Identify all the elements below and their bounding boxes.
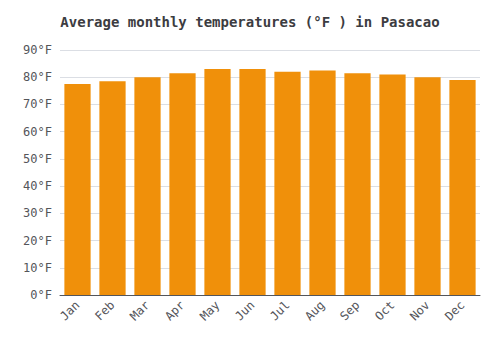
svg-text:Apr: Apr: [162, 298, 187, 323]
svg-text:70°F: 70°F: [23, 97, 52, 111]
svg-text:Feb: Feb: [92, 298, 117, 323]
svg-text:Oct: Oct: [372, 298, 397, 323]
svg-text:Average monthly temperatures (: Average monthly temperatures (°F ) in Pa…: [60, 14, 439, 30]
svg-text:80°F: 80°F: [23, 70, 52, 84]
svg-text:Dec: Dec: [442, 298, 467, 323]
svg-text:Jan: Jan: [57, 298, 82, 323]
svg-text:20°F: 20°F: [23, 234, 52, 248]
svg-text:60°F: 60°F: [23, 125, 52, 139]
svg-text:May: May: [197, 298, 222, 323]
svg-text:0°F: 0°F: [30, 288, 52, 302]
svg-text:Mar: Mar: [127, 298, 152, 323]
svg-text:90°F: 90°F: [23, 43, 52, 57]
svg-text:10°F: 10°F: [23, 261, 52, 275]
svg-text:40°F: 40°F: [23, 179, 52, 193]
svg-text:Sep: Sep: [337, 298, 362, 323]
svg-text:Jul: Jul: [267, 298, 292, 323]
svg-text:30°F: 30°F: [23, 206, 52, 220]
svg-text:Jun: Jun: [232, 298, 257, 323]
svg-text:50°F: 50°F: [23, 152, 52, 166]
svg-text:Aug: Aug: [302, 298, 327, 323]
svg-text:Nov: Nov: [407, 298, 432, 323]
